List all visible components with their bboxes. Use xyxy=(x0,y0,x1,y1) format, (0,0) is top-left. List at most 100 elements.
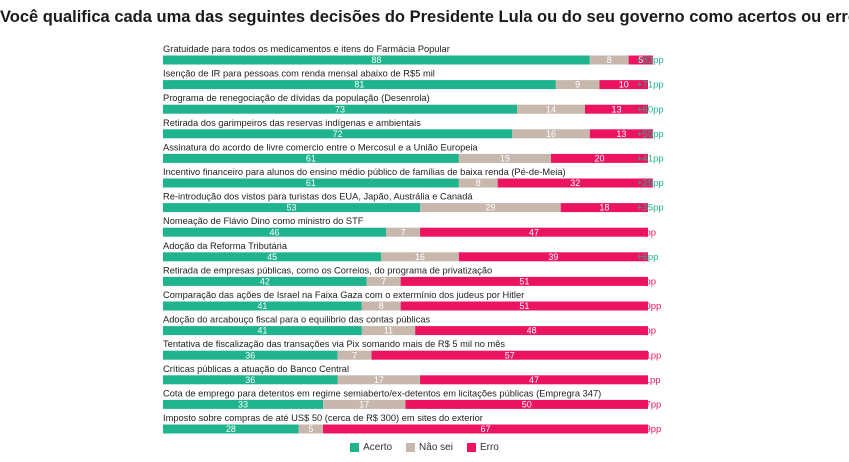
difference-label: +29pp xyxy=(637,178,664,189)
difference-label: -7pp xyxy=(637,326,656,337)
data-label-erro: 57 xyxy=(505,350,515,360)
bar-segment-nao-sei xyxy=(337,350,372,360)
bar-segment-acerto xyxy=(163,104,518,114)
data-label-nao-sei: 9 xyxy=(575,80,580,90)
bar-segment-nao-sei xyxy=(337,375,421,385)
legend-item-nao-sei: Não sei xyxy=(406,442,453,453)
data-label-acerto: 36 xyxy=(245,350,255,360)
bar-segment-acerto xyxy=(163,276,367,286)
data-label-nao-sei: 16 xyxy=(546,129,556,139)
category-label: Críticas públicas a atuação do Banco Cen… xyxy=(163,364,349,374)
bar-segment-erro xyxy=(371,350,648,360)
difference-label: +59pp xyxy=(637,129,664,140)
data-label-acerto: 53 xyxy=(287,203,297,213)
bar-segment-nao-sei xyxy=(298,424,324,434)
data-label-nao-sei: 11 xyxy=(384,326,393,336)
difference-label: +35pp xyxy=(637,203,664,214)
data-label-nao-sei: 8 xyxy=(476,178,481,188)
bar-segment-erro xyxy=(415,326,648,336)
bar-segment-acerto xyxy=(163,153,459,163)
data-label-erro: 39 xyxy=(548,252,558,262)
data-label-nao-sei: 17 xyxy=(359,400,369,410)
data-label-erro: 5 xyxy=(638,55,643,65)
bar-segment-nao-sei xyxy=(386,227,421,237)
bar-segment-acerto xyxy=(163,252,382,262)
category-label: Retirada de empresas públicas, como os C… xyxy=(163,265,492,275)
legend-swatch-acerto xyxy=(350,443,360,452)
data-label-acerto: 88 xyxy=(371,55,381,65)
difference-label: -11pp xyxy=(637,375,661,386)
bar-segment-acerto xyxy=(163,399,324,409)
bar-segment-erro xyxy=(400,301,648,311)
difference-label: -10pp xyxy=(637,301,661,312)
legend: Acerto Não sei Erro xyxy=(0,442,849,453)
legend-swatch-erro xyxy=(466,443,476,452)
category-label: Retirada dos garimpeiros das reservas in… xyxy=(163,118,421,128)
data-label-acerto: 41 xyxy=(257,301,267,311)
bar-segment-erro xyxy=(405,399,648,409)
data-label-erro: 32 xyxy=(570,178,580,188)
bar-segment-acerto xyxy=(163,203,421,213)
data-label-erro: 51 xyxy=(519,277,529,287)
bar-segment-nao-sei xyxy=(458,178,498,188)
chart-title: Você qualifica cada uma das seguintes de… xyxy=(0,8,849,26)
difference-label: -1pp xyxy=(637,227,656,238)
data-label-acerto: 42 xyxy=(260,277,270,287)
data-label-nao-sei: 19 xyxy=(500,154,510,164)
data-label-nao-sei: 29 xyxy=(485,203,495,213)
bar-segment-acerto xyxy=(163,178,459,188)
category-label: Gratuidade para todos os medicamentos e … xyxy=(163,44,450,54)
category-label: Isenção de IR para pessoas com renda men… xyxy=(163,69,435,79)
data-label-nao-sei: 7 xyxy=(381,277,386,287)
bar-segment-erro xyxy=(420,227,648,237)
category-label: Programa de renegociação de dívidas da p… xyxy=(163,93,430,103)
bar-segment-nao-sei xyxy=(323,399,406,409)
difference-label: +6pp xyxy=(637,252,658,263)
category-label: Tentativa de fiscalização das transações… xyxy=(163,339,505,349)
bar-segment-acerto xyxy=(163,129,513,139)
data-label-erro: 18 xyxy=(599,203,609,213)
legend-swatch-nao-sei xyxy=(406,443,416,452)
legend-item-acerto: Acerto xyxy=(350,442,392,453)
bar-segment-nao-sei xyxy=(512,129,590,139)
bar-segment-acerto xyxy=(163,424,299,434)
data-label-nao-sei: 5 xyxy=(308,424,313,434)
category-label: Imposto sobre compras de até US$ 50 (cer… xyxy=(163,413,483,423)
bar-segment-acerto xyxy=(163,350,338,360)
bar-segment-nao-sei xyxy=(361,301,401,311)
bar-segment-nao-sei xyxy=(420,203,561,213)
data-label-erro: 67 xyxy=(481,424,491,434)
bar-segment-nao-sei xyxy=(366,276,401,286)
data-label-acerto: 81 xyxy=(354,80,364,90)
data-label-erro: 51 xyxy=(519,301,529,311)
data-label-nao-sei: 16 xyxy=(415,252,425,262)
bar-segment-nao-sei xyxy=(458,153,551,163)
data-label-nao-sei: 17 xyxy=(374,375,384,385)
data-label-nao-sei: 7 xyxy=(401,227,406,237)
bar-segment-acerto xyxy=(163,326,362,336)
difference-label: +60pp xyxy=(637,104,664,115)
difference-label: +41pp xyxy=(637,154,664,165)
data-label-acerto: 33 xyxy=(238,400,248,410)
bar-segment-acerto xyxy=(163,301,362,311)
data-label-erro: 13 xyxy=(611,104,621,114)
data-label-acerto: 36 xyxy=(245,375,255,385)
data-label-acerto: 72 xyxy=(333,129,343,139)
legend-item-erro: Erro xyxy=(466,442,499,453)
legend-label-erro: Erro xyxy=(479,442,499,453)
bar-segment-erro xyxy=(560,203,648,213)
bar-segment-acerto xyxy=(163,80,556,90)
category-label: Adoção do arcabouço fiscal para o equili… xyxy=(163,315,431,325)
data-label-erro: 13 xyxy=(616,129,626,139)
bar-segment-erro xyxy=(599,80,648,90)
data-label-acerto: 28 xyxy=(226,424,236,434)
data-label-erro: 20 xyxy=(594,154,604,164)
bar-segment-erro xyxy=(628,55,653,65)
legend-label-nao-sei: Não sei xyxy=(419,442,453,453)
bar-segment-erro xyxy=(400,276,648,286)
difference-label: -17pp xyxy=(637,400,661,411)
bar-segment-erro xyxy=(589,129,653,139)
data-label-nao-sei: 8 xyxy=(379,301,384,311)
bar-segment-nao-sei xyxy=(361,326,416,336)
